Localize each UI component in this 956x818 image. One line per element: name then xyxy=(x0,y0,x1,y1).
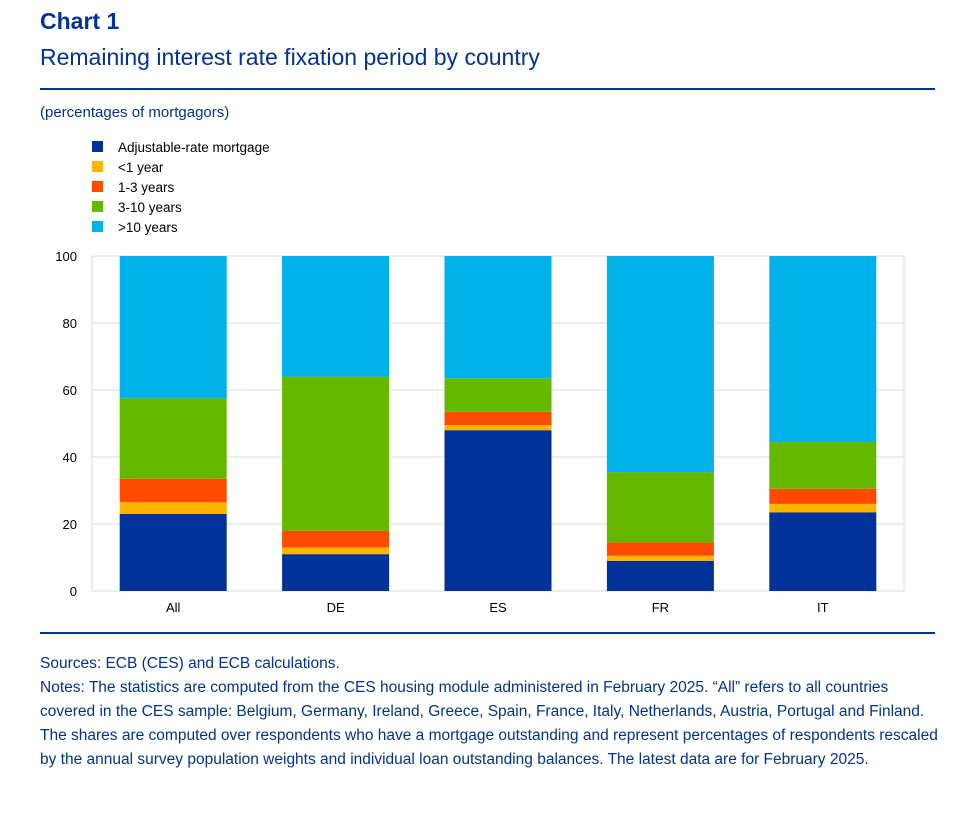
y-tick-label: 20 xyxy=(63,517,77,532)
bar-segment-it-1 xyxy=(769,503,877,513)
bar-segment-es-2 xyxy=(444,411,552,426)
unit-label: (percentages of mortgagors) xyxy=(40,104,230,121)
chart-title: Remaining interest rate fixation period … xyxy=(40,44,540,70)
notes-text: Notes: The statistics are computed from … xyxy=(40,679,938,768)
bar-segment-fr-3 xyxy=(606,472,714,543)
bar-segment-es-1 xyxy=(444,425,552,431)
bar-segment-all-2 xyxy=(119,478,227,503)
bar-segment-de-4 xyxy=(282,256,390,377)
y-axis: 0 20 40 60 80 100 xyxy=(55,249,77,599)
y-tick-label: 80 xyxy=(63,316,77,331)
legend-label: 1-3 years xyxy=(118,180,175,195)
x-tick-label: ES xyxy=(489,600,507,615)
sources-text: Sources: ECB (CES) and ECB calculations. xyxy=(40,655,340,672)
legend-label: Adjustable-rate mortgage xyxy=(118,140,270,155)
bar-segment-es-4 xyxy=(444,256,552,379)
legend-label: >10 years xyxy=(118,220,178,235)
legend-swatch xyxy=(92,141,103,152)
top-rule xyxy=(40,88,935,90)
bar-segment-de-0 xyxy=(282,554,390,591)
bar-segment-all-3 xyxy=(119,398,227,479)
legend-swatch xyxy=(92,161,103,172)
y-tick-label: 0 xyxy=(70,584,77,599)
bar-segment-fr-0 xyxy=(606,560,714,591)
legend: Adjustable-rate mortgage <1 year 1-3 years… xyxy=(92,140,270,235)
legend-swatch xyxy=(92,201,103,212)
bar-segment-it-3 xyxy=(769,441,877,489)
bar-segment-es-3 xyxy=(444,378,552,412)
x-tick-label: DE xyxy=(327,600,345,615)
bar-segment-es-0 xyxy=(444,430,552,591)
bar-segment-fr-4 xyxy=(606,256,714,473)
x-tick-label: All xyxy=(166,600,181,615)
legend-label: <1 year xyxy=(118,160,164,175)
x-tick-label: FR xyxy=(652,600,669,615)
x-axis: All DE ES FR IT xyxy=(166,600,829,615)
x-tick-label: IT xyxy=(817,600,829,615)
bar-segment-it-0 xyxy=(769,512,877,591)
bar-segment-all-1 xyxy=(119,502,227,514)
bar-segment-de-2 xyxy=(282,530,390,548)
legend-label: 3-10 years xyxy=(118,200,182,215)
bar-segment-fr-2 xyxy=(606,542,714,556)
bar-segment-it-4 xyxy=(769,256,877,442)
bottom-rule xyxy=(40,632,935,634)
y-tick-label: 100 xyxy=(55,249,77,264)
bar-segment-de-3 xyxy=(282,376,390,531)
chart-label: Chart 1 xyxy=(40,8,120,34)
stacked-bar-chart: Adjustable-rate mortgage <1 year 1-3 years… xyxy=(55,140,905,615)
bar-segment-fr-1 xyxy=(606,555,714,561)
bar-segment-all-0 xyxy=(119,513,227,591)
legend-swatch xyxy=(92,221,103,232)
legend-swatch xyxy=(92,181,103,192)
bars xyxy=(119,256,877,591)
y-tick-label: 40 xyxy=(63,450,77,465)
bar-segment-it-2 xyxy=(769,488,877,504)
bar-segment-all-4 xyxy=(119,256,227,399)
y-tick-label: 60 xyxy=(63,383,77,398)
bar-segment-de-1 xyxy=(282,547,390,555)
